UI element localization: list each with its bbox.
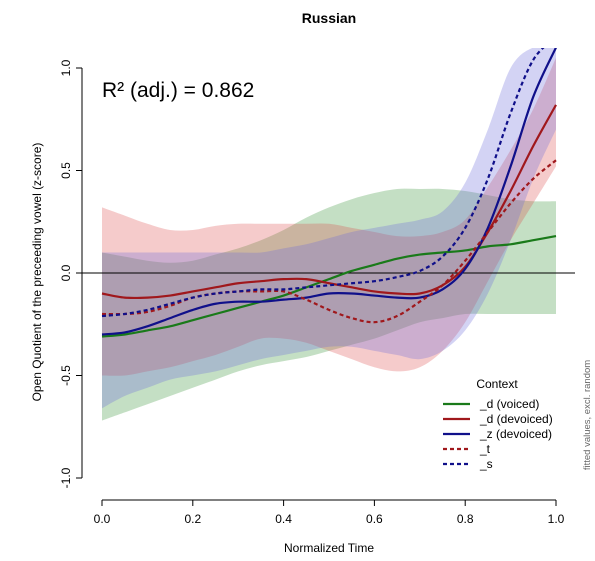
chart-title: Russian [302,10,356,26]
legend-label: _z (devoiced) [479,427,552,441]
legend: Context _d (voiced)_d (devoiced)_z (devoi… [443,377,553,471]
r-squared-annotation: R² (adj.) = 0.862 [102,79,254,102]
x-axis-label: Normalized Time [284,541,374,555]
y-tick-label: -1.0 [59,467,73,488]
y-tick-label: 0.0 [59,264,73,281]
legend-label: _d (voiced) [479,397,539,411]
band-d-devoiced [102,57,556,376]
line-t [101,159,557,324]
line-s [101,48,545,318]
line-z-devoiced [101,48,557,336]
line-d-voiced [101,235,557,338]
x-tick-label: 0.2 [184,512,201,526]
x-tick-label: 0.6 [366,512,383,526]
band-z-devoiced [102,48,556,409]
legend-label: _t [479,442,491,456]
legend-label: _s [479,457,493,471]
axes: 0.0 0.2 0.4 0.6 0.8 1.0 -1.0 -0.5 0.0 0.5 1.0 [59,59,565,526]
y-tick-label: 0.5 [59,162,73,179]
series-lines [101,48,557,338]
band-d-voiced [102,188,556,421]
confidence-bands [102,48,556,421]
x-tick-label: 0.4 [275,512,292,526]
y-tick-label: 1.0 [59,59,73,76]
y-tick-label: -0.5 [59,365,73,386]
legend-title: Context [476,377,518,391]
y-axis-label: Open Quotient of the preceeding vowel (z… [30,143,44,402]
x-tick-label: 0.8 [457,512,474,526]
legend-label: _d (devoiced) [479,412,553,426]
x-tick-label: 0.0 [94,512,111,526]
x-tick-label: 1.0 [548,512,565,526]
side-note: fitted values, excl. random [582,360,593,470]
